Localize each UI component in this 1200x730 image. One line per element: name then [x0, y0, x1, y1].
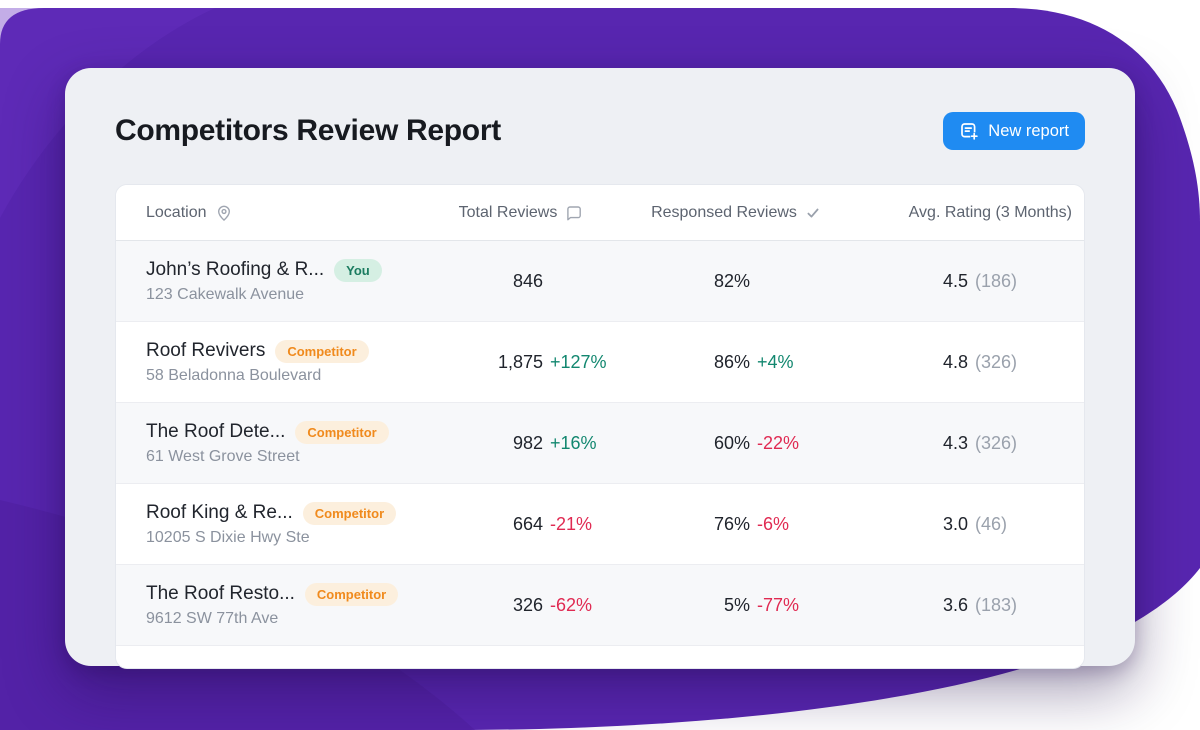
- table-row-partial: [116, 645, 1084, 668]
- page-title: Competitors Review Report: [115, 114, 501, 147]
- responded-reviews-cell: 5% -77%: [621, 595, 851, 616]
- table-row[interactable]: John’s Roofing & R... You 123 Cakewalk A…: [116, 241, 1084, 321]
- responded-reviews-value: 86%: [713, 351, 750, 372]
- total-reviews-value: 664: [512, 513, 543, 534]
- column-header-avg-rating[interactable]: Avg. Rating (3 Months): [851, 203, 1084, 222]
- responded-reviews-value: 76%: [713, 513, 750, 534]
- avg-rating-cell: 4.5 (186): [851, 270, 1084, 292]
- delta-value: -77%: [757, 594, 800, 615]
- competitor-badge: Competitor: [302, 501, 397, 525]
- new-report-label: New report: [988, 121, 1069, 140]
- location-pin-icon: [215, 204, 233, 222]
- column-header-responded-reviews[interactable]: Responsed Reviews: [621, 204, 851, 222]
- responded-reviews-value: 60%: [713, 432, 750, 453]
- rating-value: 4.3: [942, 432, 968, 453]
- report-card: Competitors Review Report New report Loc…: [65, 68, 1135, 669]
- table-header-row: Location Total Reviews Responsed Revi: [116, 185, 1084, 241]
- location-address: 10205 S Dixie Hwy Ste: [146, 528, 310, 546]
- location-name: Roof King & Re...: [146, 502, 293, 523]
- rating-value: 3.6: [942, 594, 968, 615]
- delta-value: +127%: [550, 351, 607, 372]
- column-label: Total Reviews: [458, 203, 558, 221]
- delta-value: -21%: [550, 513, 593, 534]
- competitor-badge: Competitor: [275, 339, 369, 363]
- total-reviews-value: 326: [512, 594, 543, 615]
- table-row[interactable]: The Roof Resto... Competitor 9612 SW 77t…: [116, 564, 1084, 645]
- location-cell: The Roof Dete... Competitor 61 West Grov…: [116, 420, 421, 466]
- rating-value: 4.8: [942, 351, 968, 372]
- responded-reviews-value: 82%: [713, 270, 750, 291]
- speech-bubble-icon: [565, 204, 583, 222]
- total-reviews-value: 846: [512, 270, 543, 291]
- delta-value: +4%: [757, 351, 794, 372]
- card-header: Competitors Review Report New report: [65, 68, 1135, 152]
- you-badge: You: [334, 258, 382, 282]
- rating-value: 4.5: [942, 270, 968, 291]
- rating-value: 3.0: [942, 513, 968, 534]
- checkmark-icon: [805, 205, 821, 221]
- new-report-icon: [959, 121, 979, 141]
- rating-count: (186): [975, 270, 1018, 291]
- avg-rating-cell: 3.0 (46): [851, 513, 1084, 535]
- location-cell: John’s Roofing & R... You 123 Cakewalk A…: [116, 258, 421, 304]
- column-label: Location: [146, 203, 207, 221]
- column-label: Avg. Rating (3 Months): [908, 203, 1072, 221]
- responded-reviews-value: 5%: [723, 594, 750, 615]
- table-row[interactable]: The Roof Dete... Competitor 61 West Grov…: [116, 402, 1084, 483]
- competitors-table: Location Total Reviews Responsed Revi: [115, 184, 1085, 669]
- table-row[interactable]: Roof King & Re... Competitor 10205 S Dix…: [116, 483, 1084, 564]
- delta-value: +16%: [550, 432, 597, 453]
- column-label: Responsed Reviews: [651, 203, 797, 221]
- location-address: 61 West Grove Street: [146, 447, 300, 465]
- total-reviews-cell: 982 +16%: [421, 433, 621, 454]
- column-header-total-reviews[interactable]: Total Reviews: [421, 204, 621, 222]
- rating-count: (326): [975, 432, 1018, 453]
- delta-value: -22%: [757, 432, 800, 453]
- total-reviews-cell: 846: [421, 271, 621, 292]
- location-name: The Roof Dete...: [146, 421, 286, 442]
- responded-reviews-cell: 60% -22%: [621, 433, 851, 454]
- location-name: John’s Roofing & R...: [146, 259, 325, 280]
- total-reviews-value: 1,875: [497, 351, 543, 372]
- responded-reviews-cell: 86% +4%: [621, 352, 851, 373]
- competitor-badge: Competitor: [304, 582, 399, 606]
- location-cell: The Roof Resto... Competitor 9612 SW 77t…: [116, 582, 421, 628]
- new-report-button[interactable]: New report: [943, 112, 1085, 150]
- responded-reviews-cell: 82%: [621, 271, 851, 292]
- location-name: The Roof Resto...: [146, 583, 295, 604]
- total-reviews-value: 982: [512, 432, 543, 453]
- rating-count: (326): [975, 351, 1018, 372]
- table-body: John’s Roofing & R... You 123 Cakewalk A…: [116, 241, 1084, 645]
- avg-rating-cell: 4.3 (326): [851, 432, 1084, 454]
- location-address: 9612 SW 77th Ave: [146, 609, 279, 627]
- competitor-badge: Competitor: [295, 420, 389, 444]
- table-row[interactable]: Roof Revivers Competitor 58 Beladonna Bo…: [116, 321, 1084, 402]
- location-address: 123 Cakewalk Avenue: [146, 285, 305, 303]
- location-name: Roof Revivers: [146, 340, 266, 361]
- location-address: 58 Beladonna Boulevard: [146, 366, 322, 384]
- delta-value: -62%: [550, 594, 593, 615]
- total-reviews-cell: 326 -62%: [421, 595, 621, 616]
- total-reviews-cell: 1,875 +127%: [421, 352, 621, 373]
- delta-value: -6%: [757, 513, 790, 534]
- avg-rating-cell: 3.6 (183): [851, 594, 1084, 616]
- total-reviews-cell: 664 -21%: [421, 514, 621, 535]
- rating-count: (183): [975, 594, 1018, 615]
- column-header-location[interactable]: Location: [116, 204, 421, 222]
- rating-count: (46): [975, 513, 1008, 534]
- responded-reviews-cell: 76% -6%: [621, 514, 851, 535]
- avg-rating-cell: 4.8 (326): [851, 351, 1084, 373]
- location-cell: Roof King & Re... Competitor 10205 S Dix…: [116, 501, 421, 547]
- location-cell: Roof Revivers Competitor 58 Beladonna Bo…: [116, 339, 421, 385]
